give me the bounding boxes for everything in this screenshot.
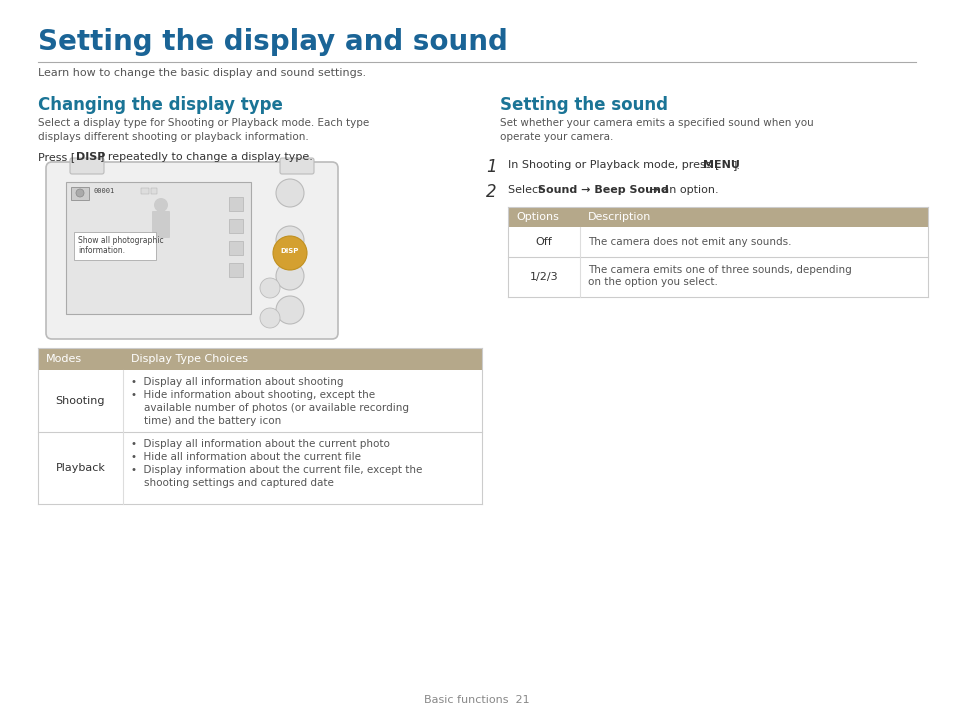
Bar — [229, 219, 243, 233]
Bar — [229, 263, 243, 277]
Text: ].: ]. — [732, 160, 740, 170]
Text: shooting settings and captured date: shooting settings and captured date — [131, 478, 334, 488]
Text: The camera emits one of three sounds, depending: The camera emits one of three sounds, de… — [587, 265, 851, 275]
Text: •  Display information about the current file, except the: • Display information about the current … — [131, 465, 422, 475]
Text: on the option you select.: on the option you select. — [587, 277, 717, 287]
Text: displays different shooting or playback information.: displays different shooting or playback … — [38, 132, 309, 142]
Text: Off: Off — [535, 237, 552, 247]
Text: 2: 2 — [485, 183, 497, 201]
Text: Playback: Playback — [55, 463, 106, 473]
Circle shape — [260, 308, 280, 328]
Bar — [229, 241, 243, 255]
Text: •  Hide all information about the current file: • Hide all information about the current… — [131, 452, 360, 462]
Bar — [507, 227, 927, 257]
Text: DISP: DISP — [280, 248, 299, 254]
Text: Setting the sound: Setting the sound — [499, 96, 667, 114]
Text: 00001: 00001 — [94, 188, 115, 194]
Circle shape — [153, 198, 168, 212]
Text: Set whether your camera emits a specified sound when you: Set whether your camera emits a specifie… — [499, 118, 813, 128]
Text: DISP: DISP — [76, 152, 105, 162]
FancyBboxPatch shape — [152, 211, 170, 238]
Bar — [141, 188, 149, 194]
Circle shape — [76, 189, 84, 197]
Text: time) and the battery icon: time) and the battery icon — [131, 416, 281, 426]
Bar — [151, 188, 157, 194]
Text: → an option.: → an option. — [645, 185, 718, 195]
Text: Shooting: Shooting — [55, 396, 105, 406]
FancyBboxPatch shape — [46, 162, 337, 339]
Text: 1: 1 — [485, 158, 497, 176]
FancyBboxPatch shape — [70, 158, 104, 174]
Text: 1/2/3: 1/2/3 — [529, 272, 558, 282]
Circle shape — [275, 262, 304, 290]
Text: Sound → Beep Sound: Sound → Beep Sound — [537, 185, 668, 195]
Text: Basic functions  21: Basic functions 21 — [424, 695, 529, 705]
Circle shape — [275, 226, 304, 254]
Text: Show all photographic: Show all photographic — [78, 236, 164, 245]
Text: •  Display all information about shooting: • Display all information about shooting — [131, 377, 343, 387]
Bar — [507, 257, 927, 297]
Text: operate your camera.: operate your camera. — [499, 132, 613, 142]
FancyBboxPatch shape — [280, 158, 314, 174]
Bar — [66, 182, 251, 314]
Text: Select a display type for Shooting or Playback mode. Each type: Select a display type for Shooting or Pl… — [38, 118, 369, 128]
Text: Press [: Press [ — [38, 152, 75, 162]
Text: Changing the display type: Changing the display type — [38, 96, 283, 114]
Text: available number of photos (or available recording: available number of photos (or available… — [131, 403, 409, 413]
Bar — [507, 207, 927, 227]
Text: Description: Description — [587, 212, 651, 222]
Text: The camera does not emit any sounds.: The camera does not emit any sounds. — [587, 237, 791, 247]
Text: •  Hide information about shooting, except the: • Hide information about shooting, excep… — [131, 390, 375, 400]
Circle shape — [275, 296, 304, 324]
Text: Select: Select — [507, 185, 545, 195]
Bar — [74, 232, 156, 260]
Circle shape — [260, 278, 280, 298]
Circle shape — [273, 236, 307, 270]
Bar — [38, 432, 481, 504]
Text: •  Display all information about the current photo: • Display all information about the curr… — [131, 439, 390, 449]
Text: ] repeatedly to change a display type.: ] repeatedly to change a display type. — [100, 152, 313, 162]
Text: MENU: MENU — [702, 160, 740, 170]
Text: In Shooting or Playback mode, press [: In Shooting or Playback mode, press [ — [507, 160, 719, 170]
Bar — [71, 187, 89, 200]
Circle shape — [275, 179, 304, 207]
Text: Display Type Choices: Display Type Choices — [131, 354, 248, 364]
Text: Options: Options — [516, 212, 558, 222]
Text: information.: information. — [78, 246, 125, 255]
Text: Setting the display and sound: Setting the display and sound — [38, 28, 507, 56]
Text: Learn how to change the basic display and sound settings.: Learn how to change the basic display an… — [38, 68, 366, 78]
Bar — [38, 370, 481, 432]
Text: Modes: Modes — [46, 354, 82, 364]
Bar — [229, 197, 243, 211]
Bar — [38, 348, 481, 370]
